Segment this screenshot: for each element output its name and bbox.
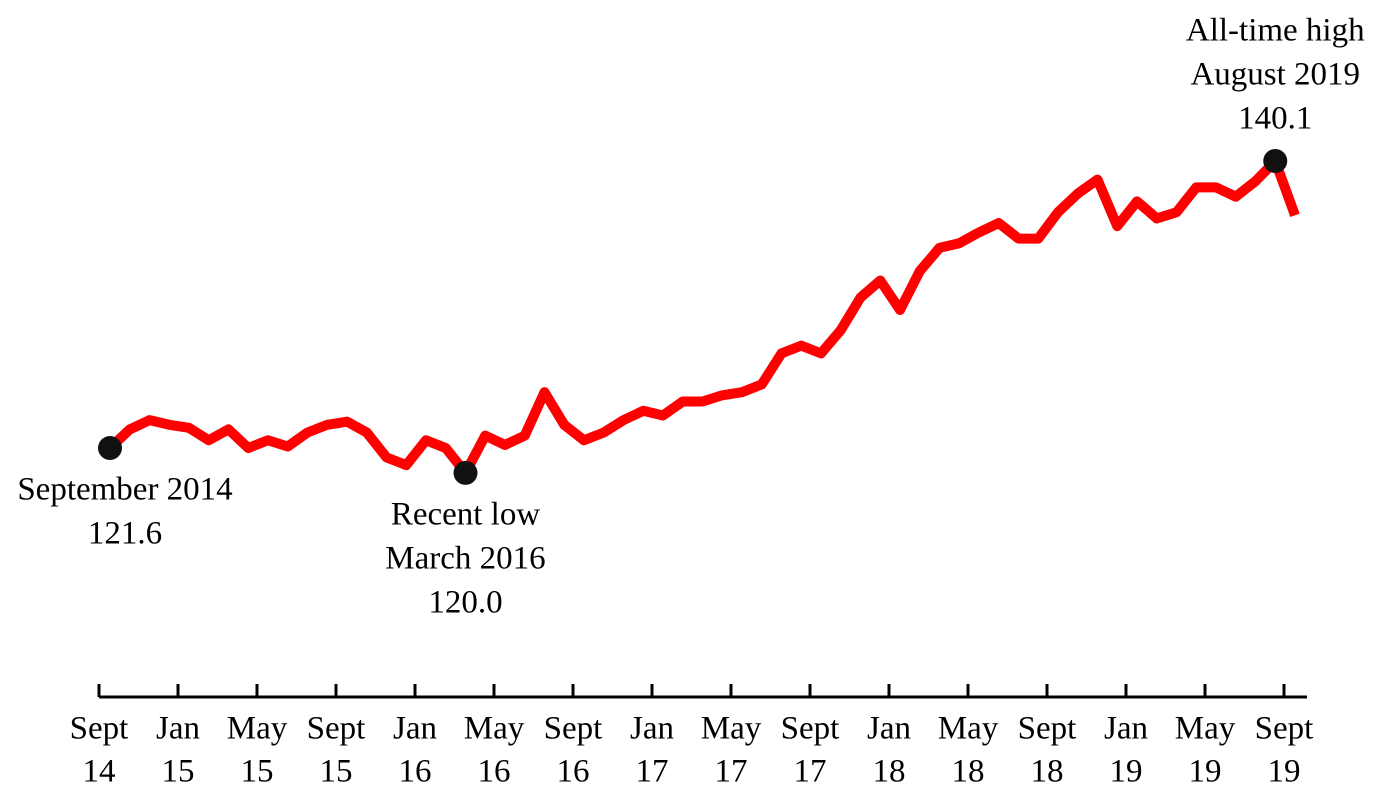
x-tick-label: Jan — [1104, 711, 1148, 747]
x-tick-label: May — [227, 711, 288, 747]
x-tick-label: 16 — [478, 754, 511, 790]
x-tick-label: Sept — [70, 711, 129, 747]
annotation: 140.1 — [1238, 101, 1312, 137]
line — [106, 156, 1300, 478]
x-tick-label: 18 — [1031, 754, 1064, 790]
annotation: All-time high — [1186, 13, 1365, 49]
x-tick-label: May — [938, 711, 999, 747]
x-tick-label: 16 — [557, 754, 590, 790]
x-tick-label: Jan — [867, 711, 911, 747]
x-tick-label: Jan — [630, 711, 674, 747]
annotation: September 2014 — [17, 472, 232, 508]
annotation: March 2016 — [385, 540, 545, 576]
x-tick-label: Sept — [1018, 711, 1077, 747]
x-tick-label: 19 — [1189, 754, 1222, 790]
x-tick-label: 17 — [636, 754, 669, 790]
x-tick-label: Sept — [1255, 711, 1314, 747]
x-tick-label: 15 — [320, 754, 353, 790]
x-tick-label: May — [701, 711, 762, 747]
x-tick-label: 14 — [83, 754, 116, 790]
x-tick-label: 17 — [715, 754, 748, 790]
marker — [1263, 149, 1288, 174]
x-tick-label: Sept — [307, 711, 366, 747]
x-tick-label: Jan — [393, 711, 437, 747]
x-tick-label: 15 — [162, 754, 195, 790]
marker — [453, 460, 478, 485]
x-tick-label: 19 — [1110, 754, 1143, 790]
x-tick-label: 17 — [794, 754, 827, 790]
marker — [98, 436, 122, 461]
x-tick-label: 16 — [399, 754, 432, 790]
annotation: 121.6 — [88, 516, 162, 552]
x-tick-label: Sept — [544, 711, 603, 747]
x-tick-label: 18 — [873, 754, 906, 790]
annotation: Recent low — [391, 496, 541, 532]
x-tick-label: Jan — [156, 711, 200, 747]
annotation: August 2019 — [1190, 57, 1360, 93]
x-tick-label: May — [1175, 711, 1236, 747]
x-tick-label: 18 — [952, 754, 985, 790]
x-tick-label: 15 — [241, 754, 274, 790]
x-tick-label: Sept — [781, 711, 840, 747]
x-tick-label: 19 — [1268, 754, 1301, 790]
annotation: 120.0 — [428, 584, 502, 620]
x-tick-label: May — [464, 711, 525, 747]
